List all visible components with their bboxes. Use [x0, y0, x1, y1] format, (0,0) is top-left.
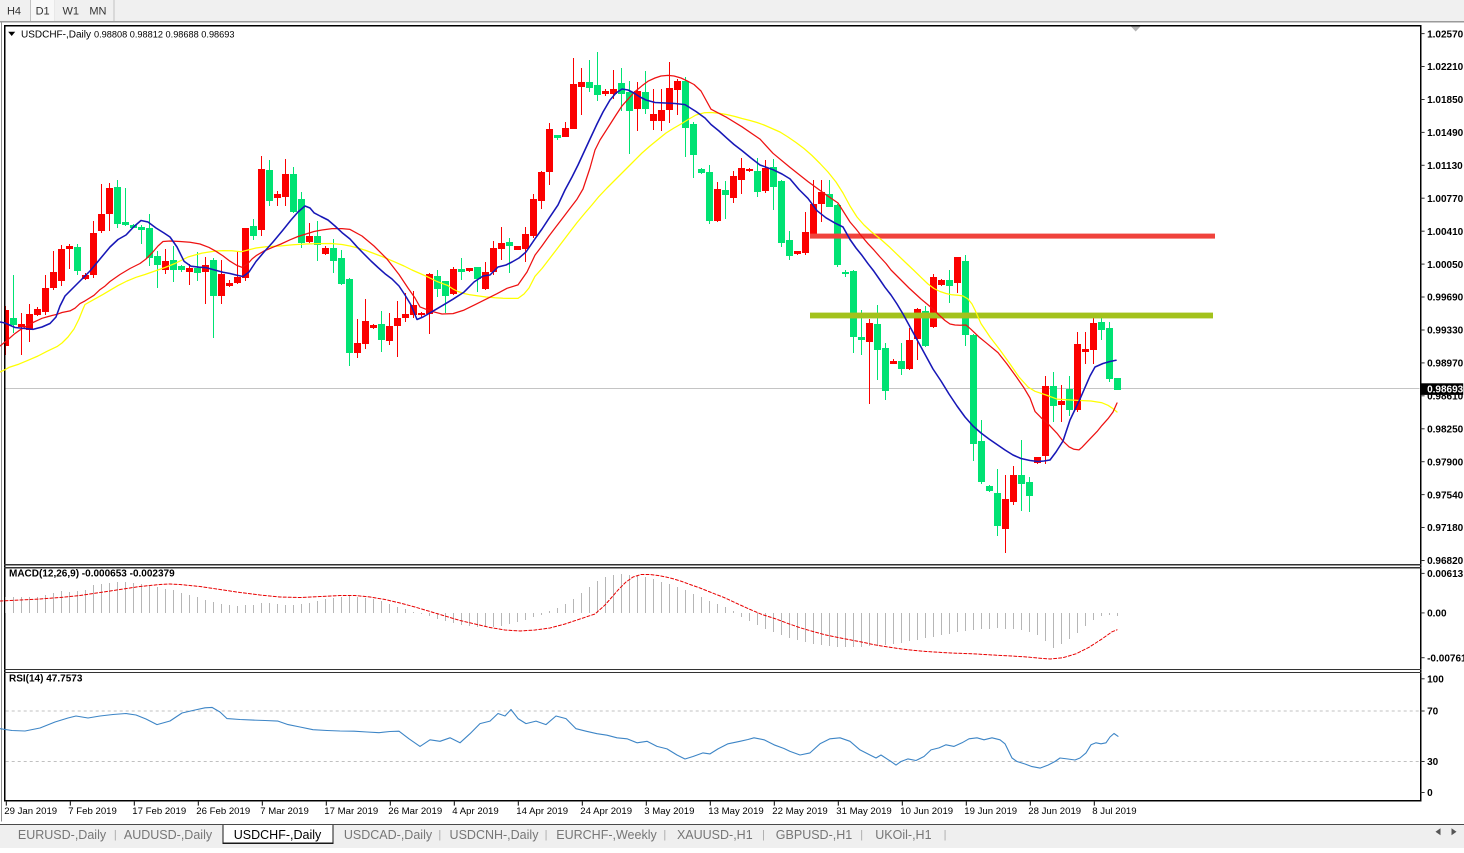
svg-text:GBPUSD-,H1: GBPUSD-,H1 — [776, 828, 852, 842]
svg-text:8 Jul 2019: 8 Jul 2019 — [1092, 806, 1136, 817]
svg-text:1.00770: 1.00770 — [1427, 194, 1464, 205]
svg-text:D1: D1 — [36, 6, 50, 18]
svg-text:0.98250: 0.98250 — [1427, 425, 1464, 436]
svg-text:17 Mar 2019: 17 Mar 2019 — [324, 806, 378, 817]
svg-text:EURCHF-,Weekly: EURCHF-,Weekly — [556, 828, 657, 842]
svg-text:7 Mar 2019: 7 Mar 2019 — [260, 806, 309, 817]
svg-text:1.02210: 1.02210 — [1427, 62, 1464, 73]
svg-text:EURUSD-,Daily: EURUSD-,Daily — [18, 828, 107, 842]
svg-text:28 Jun 2019: 28 Jun 2019 — [1028, 806, 1081, 817]
svg-text:AUDUSD-,Daily: AUDUSD-,Daily — [124, 828, 213, 842]
svg-text:|: | — [663, 829, 666, 841]
svg-text:30: 30 — [1427, 757, 1439, 768]
svg-text:10 Jun 2019: 10 Jun 2019 — [900, 806, 953, 817]
svg-text:3 May 2019: 3 May 2019 — [644, 806, 694, 817]
svg-text:0.97900: 0.97900 — [1427, 457, 1464, 468]
svg-text:22 May 2019: 22 May 2019 — [772, 806, 827, 817]
svg-text:XAUUSD-,H1: XAUUSD-,H1 — [677, 828, 753, 842]
svg-text:USDCAD-,Daily: USDCAD-,Daily — [344, 828, 433, 842]
svg-text:1.01850: 1.01850 — [1427, 95, 1464, 106]
svg-text:0.97180: 0.97180 — [1427, 523, 1464, 534]
svg-text:1.01130: 1.01130 — [1427, 161, 1463, 172]
svg-text:1.02570: 1.02570 — [1427, 29, 1464, 40]
svg-text:4 Apr 2019: 4 Apr 2019 — [452, 806, 498, 817]
svg-text:29 Jan 2019: 29 Jan 2019 — [4, 806, 57, 817]
svg-text:24 Apr 2019: 24 Apr 2019 — [580, 806, 632, 817]
svg-text:MACD(12,26,9) -0.000653 -0.002: MACD(12,26,9) -0.000653 -0.002379 — [9, 568, 175, 579]
svg-text:|: | — [944, 829, 947, 841]
svg-text:0: 0 — [1427, 788, 1433, 799]
svg-text:USDCHF-,Daily: USDCHF-,Daily — [21, 29, 91, 40]
svg-text:W1: W1 — [63, 6, 80, 18]
svg-text:1.00410: 1.00410 — [1427, 227, 1464, 238]
svg-text:0.98610: 0.98610 — [1427, 392, 1464, 403]
svg-text:RSI(14) 47.7573: RSI(14) 47.7573 — [9, 673, 83, 684]
svg-text:0.98808 0.98812 0.98688 0.9869: 0.98808 0.98812 0.98688 0.98693 — [94, 29, 235, 39]
svg-text:19 Jun 2019: 19 Jun 2019 — [964, 806, 1017, 817]
svg-text:17 Feb 2019: 17 Feb 2019 — [132, 806, 186, 817]
svg-text:7 Feb 2019: 7 Feb 2019 — [68, 806, 117, 817]
svg-text:0.96820: 0.96820 — [1427, 556, 1464, 567]
svg-text:-0.007612: -0.007612 — [1427, 653, 1464, 664]
svg-text:0.99330: 0.99330 — [1427, 326, 1464, 337]
svg-text:|: | — [860, 829, 863, 841]
svg-text:0.98970: 0.98970 — [1427, 359, 1464, 370]
svg-text:H4: H4 — [7, 6, 21, 18]
svg-text:UKOil-,H1: UKOil-,H1 — [875, 828, 931, 842]
svg-text:|: | — [114, 829, 117, 841]
svg-text:0.97540: 0.97540 — [1427, 490, 1464, 501]
svg-text:26 Mar 2019: 26 Mar 2019 — [388, 806, 442, 817]
svg-text:70: 70 — [1427, 707, 1439, 718]
svg-text:1.00050: 1.00050 — [1427, 260, 1464, 271]
svg-text:0.98693: 0.98693 — [1427, 385, 1464, 396]
svg-text:|: | — [762, 829, 765, 841]
svg-text:26 Feb 2019: 26 Feb 2019 — [196, 806, 250, 817]
svg-text:|: | — [545, 829, 548, 841]
svg-text:1.01490: 1.01490 — [1427, 128, 1464, 139]
svg-text:USDCNH-,Daily: USDCNH-,Daily — [450, 828, 540, 842]
svg-text:0.99690: 0.99690 — [1427, 293, 1464, 304]
svg-text:USDCHF-,Daily: USDCHF-,Daily — [234, 828, 322, 842]
svg-text:MN: MN — [89, 6, 106, 18]
svg-text:14 Apr 2019: 14 Apr 2019 — [516, 806, 568, 817]
svg-text:|: | — [438, 829, 441, 841]
svg-text:0.00613: 0.00613 — [1427, 569, 1464, 580]
svg-text:31 May 2019: 31 May 2019 — [836, 806, 891, 817]
svg-text:0.00: 0.00 — [1427, 609, 1447, 620]
svg-text:13 May 2019: 13 May 2019 — [708, 806, 763, 817]
svg-text:100: 100 — [1427, 675, 1444, 686]
